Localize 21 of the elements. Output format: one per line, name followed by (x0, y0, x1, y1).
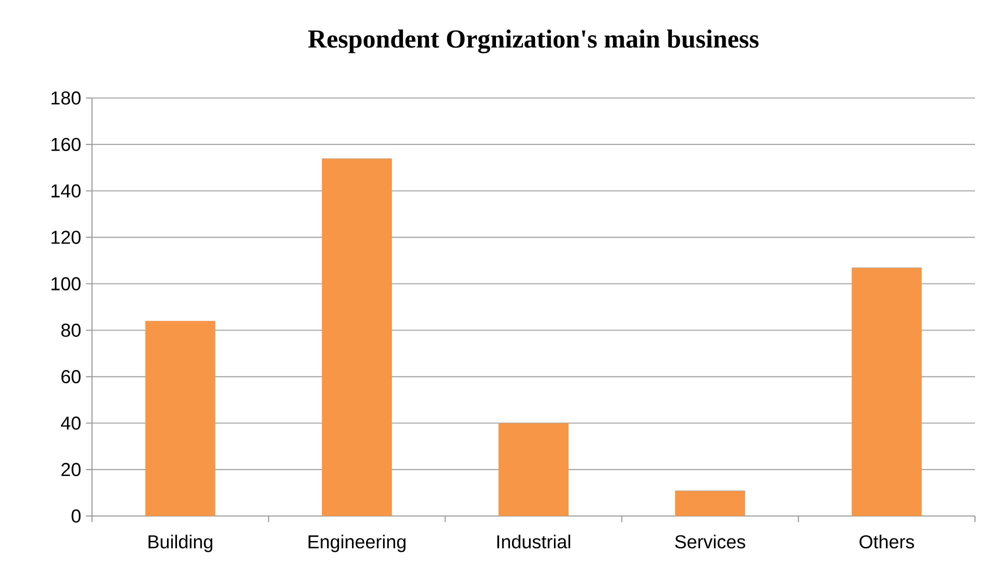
y-tick-label: 160 (52, 138, 81, 152)
x-tick-label: Services (675, 534, 746, 548)
y-tick-label: 0 (72, 509, 81, 523)
y-tick-label: 80 (61, 324, 81, 337)
x-tick-label: Industrial (497, 534, 570, 548)
y-tick-label: 120 (52, 230, 81, 244)
bar (498, 423, 568, 516)
y-tick-label: 100 (52, 277, 81, 290)
chart-title: Respondent Orgnization's main business (308, 30, 759, 54)
bar (145, 320, 216, 516)
x-tick-label: Others (860, 534, 914, 548)
y-tick-label: 140 (52, 184, 81, 198)
y-tick-label: 40 (60, 416, 81, 430)
bar (852, 268, 922, 516)
bar (675, 490, 746, 516)
y-tick-label: 20 (61, 462, 81, 476)
x-tick-label: Engineering (308, 534, 406, 552)
y-tick-label: 180 (52, 91, 81, 105)
bar (322, 158, 392, 516)
y-tick-label: 60 (61, 370, 81, 384)
x-tick-label: Building (148, 534, 212, 552)
